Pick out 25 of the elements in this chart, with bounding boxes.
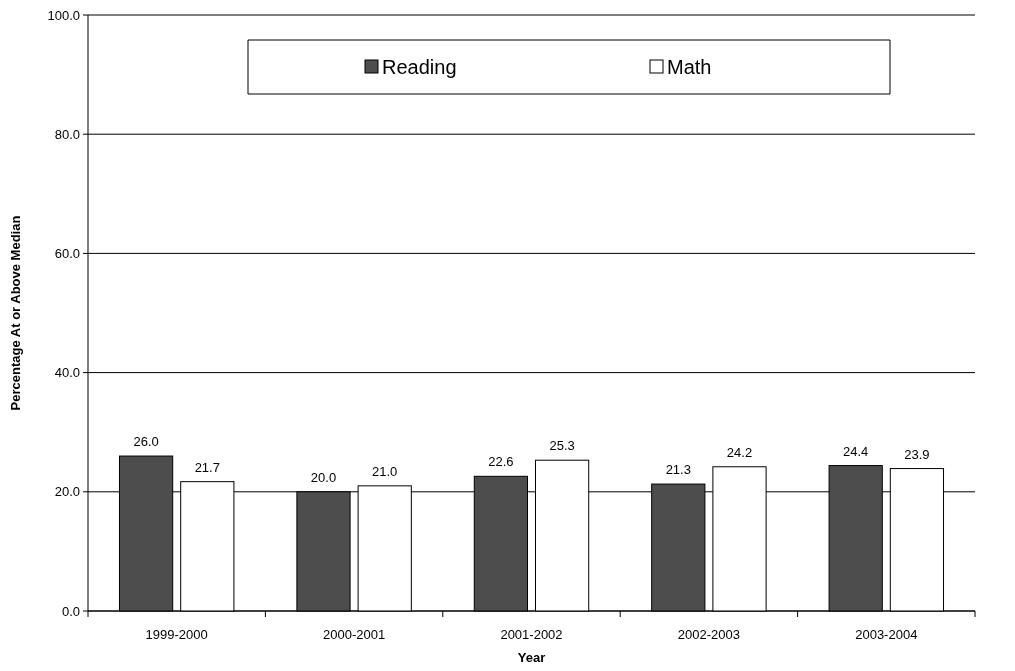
data-label: 25.3 bbox=[549, 438, 575, 454]
x-tick-label: 2002-2003 bbox=[677, 627, 740, 642]
y-tick-label: 0.0 bbox=[61, 603, 80, 619]
data-label: 26.0 bbox=[133, 434, 159, 450]
legend-label: Math bbox=[667, 56, 712, 78]
y-tick-label: 100.0 bbox=[47, 7, 80, 23]
y-tick-label: 20.0 bbox=[54, 484, 80, 500]
x-tick-label: 2000-2001 bbox=[323, 627, 386, 642]
x-axis-title: Year bbox=[517, 650, 546, 665]
data-label: 21.0 bbox=[372, 463, 398, 479]
x-tick-label: 1999-2000 bbox=[145, 627, 208, 642]
data-label: 21.3 bbox=[665, 462, 691, 478]
data-label: 22.6 bbox=[488, 454, 514, 470]
x-tick-label: 2001-2002 bbox=[500, 627, 563, 642]
y-tick-label: 60.0 bbox=[54, 245, 80, 261]
data-label: 24.2 bbox=[726, 444, 753, 460]
y-tick-label: 40.0 bbox=[54, 365, 80, 381]
x-tick-label: 2003-2004 bbox=[855, 627, 918, 642]
data-label: 21.7 bbox=[194, 459, 220, 475]
data-label: 20.0 bbox=[310, 469, 337, 485]
data-label: 23.9 bbox=[904, 446, 930, 462]
y-tick-label: 80.0 bbox=[54, 126, 80, 142]
y-axis-title: Percentage At or Above Median bbox=[8, 215, 23, 411]
legend-label: Reading bbox=[382, 56, 457, 78]
data-label: 24.4 bbox=[843, 443, 869, 459]
